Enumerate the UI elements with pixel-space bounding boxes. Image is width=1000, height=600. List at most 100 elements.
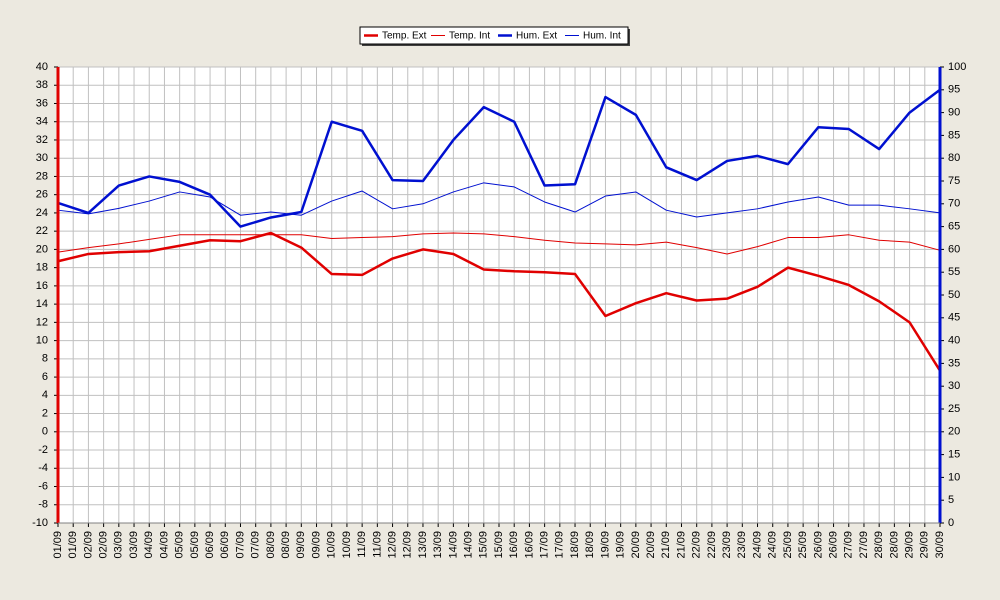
- y-tick-label: -6: [38, 480, 48, 492]
- y2-tick-label: 55: [948, 266, 960, 278]
- y2-tick-label: 30: [948, 380, 960, 392]
- y2-tick-label: 65: [948, 221, 960, 233]
- y-tick-label: 14: [36, 298, 48, 310]
- series-line: [57, 88, 941, 228]
- y-tick-label: 28: [36, 170, 48, 182]
- x-tick-label: 09/09: [295, 531, 307, 559]
- y2-tick-label: 40: [948, 335, 960, 347]
- y2-tick-label: 60: [948, 243, 960, 255]
- x-tick-label: 01/09: [67, 531, 79, 559]
- x-tick-label: 01/09: [52, 531, 64, 559]
- y2-tick-label: 70: [948, 198, 960, 210]
- legend-box: [359, 26, 629, 45]
- x-tick-label: 29/09: [919, 531, 931, 559]
- y-tick-label: 16: [36, 280, 48, 292]
- x-tick-label: 25/09: [797, 531, 809, 559]
- y2-tick-label: 20: [948, 426, 960, 438]
- x-tick-label: 24/09: [751, 531, 763, 559]
- x-tick-label: 26/09: [827, 531, 839, 559]
- y2-tick-label: 35: [948, 357, 960, 369]
- y-tick-label: 6: [42, 371, 48, 383]
- x-tick-label: 05/09: [189, 531, 201, 559]
- x-tick-label: 11/09: [356, 531, 368, 558]
- x-tick-label: 27/09: [843, 531, 855, 559]
- y-tick-label: 38: [36, 79, 48, 91]
- x-tick-label: 27/09: [858, 531, 870, 559]
- y-tick-label: 32: [36, 134, 48, 146]
- x-tick-label: 12/09: [402, 531, 414, 559]
- x-tick-label: 18/09: [584, 531, 596, 559]
- y2-tick-label: 85: [948, 129, 960, 141]
- x-tick-label: 08/09: [265, 531, 277, 559]
- x-tick-label: 09/09: [310, 531, 322, 559]
- series-line: [57, 231, 942, 372]
- y-tick-label: -4: [38, 462, 48, 474]
- x-tick-label: 23/09: [721, 531, 733, 559]
- x-tick-label: 13/09: [417, 531, 429, 559]
- x-tick-label: 14/09: [447, 531, 459, 559]
- x-tick-label: 20/09: [645, 531, 657, 559]
- y-tick-label: 8: [42, 353, 48, 365]
- y-tick-label: 2: [42, 407, 48, 419]
- x-tick-label: 21/09: [660, 531, 672, 559]
- x-tick-label: 30/09: [934, 531, 946, 559]
- y-tick-label: 26: [36, 189, 48, 201]
- x-tick-label: 15/09: [493, 531, 505, 559]
- series-line: [57, 182, 941, 218]
- x-tick-label: 18/09: [569, 531, 581, 559]
- x-tick-label: 19/09: [615, 531, 627, 559]
- legend-label: Hum. Int: [583, 31, 621, 42]
- y-tick-label: -10: [32, 517, 48, 529]
- x-tick-label: 16/09: [523, 531, 535, 559]
- x-tick-label: 22/09: [706, 531, 718, 559]
- x-tick-label: 22/09: [691, 531, 703, 559]
- x-tick-label: 28/09: [888, 531, 900, 559]
- x-tick-label: 17/09: [539, 531, 551, 559]
- y-tick-label: 36: [36, 97, 48, 109]
- y-tick-label: 18: [36, 262, 48, 274]
- y-tick-label: 12: [36, 316, 48, 328]
- x-tick-label: 04/09: [158, 531, 170, 559]
- y2-tick-label: 0: [948, 517, 954, 529]
- x-tick-label: 24/09: [767, 531, 779, 559]
- x-tick-label: 03/09: [128, 531, 140, 559]
- x-tick-label: 16/09: [508, 531, 520, 559]
- x-tick-label: 15/09: [478, 531, 490, 559]
- x-tick-label: 06/09: [204, 531, 216, 559]
- y2-tick-label: 45: [948, 312, 960, 324]
- y-tick-label: 30: [36, 152, 48, 164]
- x-tick-label: 10/09: [326, 531, 338, 559]
- y-tick-label: 0: [42, 426, 48, 438]
- x-tick-label: 07/09: [234, 531, 246, 559]
- x-tick-label: 07/09: [250, 531, 262, 559]
- legend-label: Hum. Ext: [516, 31, 557, 42]
- y-tick-label: 24: [36, 207, 48, 219]
- x-tick-label: 28/09: [873, 531, 885, 559]
- y2-tick-label: 95: [948, 84, 960, 96]
- x-tick-label: 13/09: [432, 531, 444, 559]
- y-tick-label: 4: [42, 389, 48, 401]
- y2-tick-label: 90: [948, 107, 960, 119]
- y2-tick-label: 100: [948, 61, 966, 73]
- y-tick-label: 10: [36, 335, 48, 347]
- x-tick-label: 25/09: [782, 531, 794, 559]
- x-tick-label: 23/09: [736, 531, 748, 559]
- y2-tick-label: 80: [948, 152, 960, 164]
- legend-label: Temp. Int: [449, 31, 490, 42]
- y2-tick-label: 75: [948, 175, 960, 187]
- x-tick-label: 26/09: [812, 531, 824, 559]
- legend-label: Temp. Ext: [382, 31, 427, 42]
- x-tick-label: 05/09: [174, 531, 186, 559]
- y-tick-label: 22: [36, 225, 48, 237]
- x-tick-label: 17/09: [554, 531, 566, 559]
- x-tick-label: 10/09: [341, 531, 353, 559]
- series-line: [57, 232, 941, 255]
- y-tick-label: 20: [36, 243, 48, 255]
- y-tick-label: 40: [36, 61, 48, 73]
- x-tick-label: 12/09: [386, 531, 398, 559]
- x-tick-label: 03/09: [113, 531, 125, 559]
- y-tick-label: -8: [38, 499, 48, 511]
- x-tick-label: 20/09: [630, 531, 642, 559]
- x-tick-label: 06/09: [219, 531, 231, 559]
- y-tick-label: -2: [38, 444, 48, 456]
